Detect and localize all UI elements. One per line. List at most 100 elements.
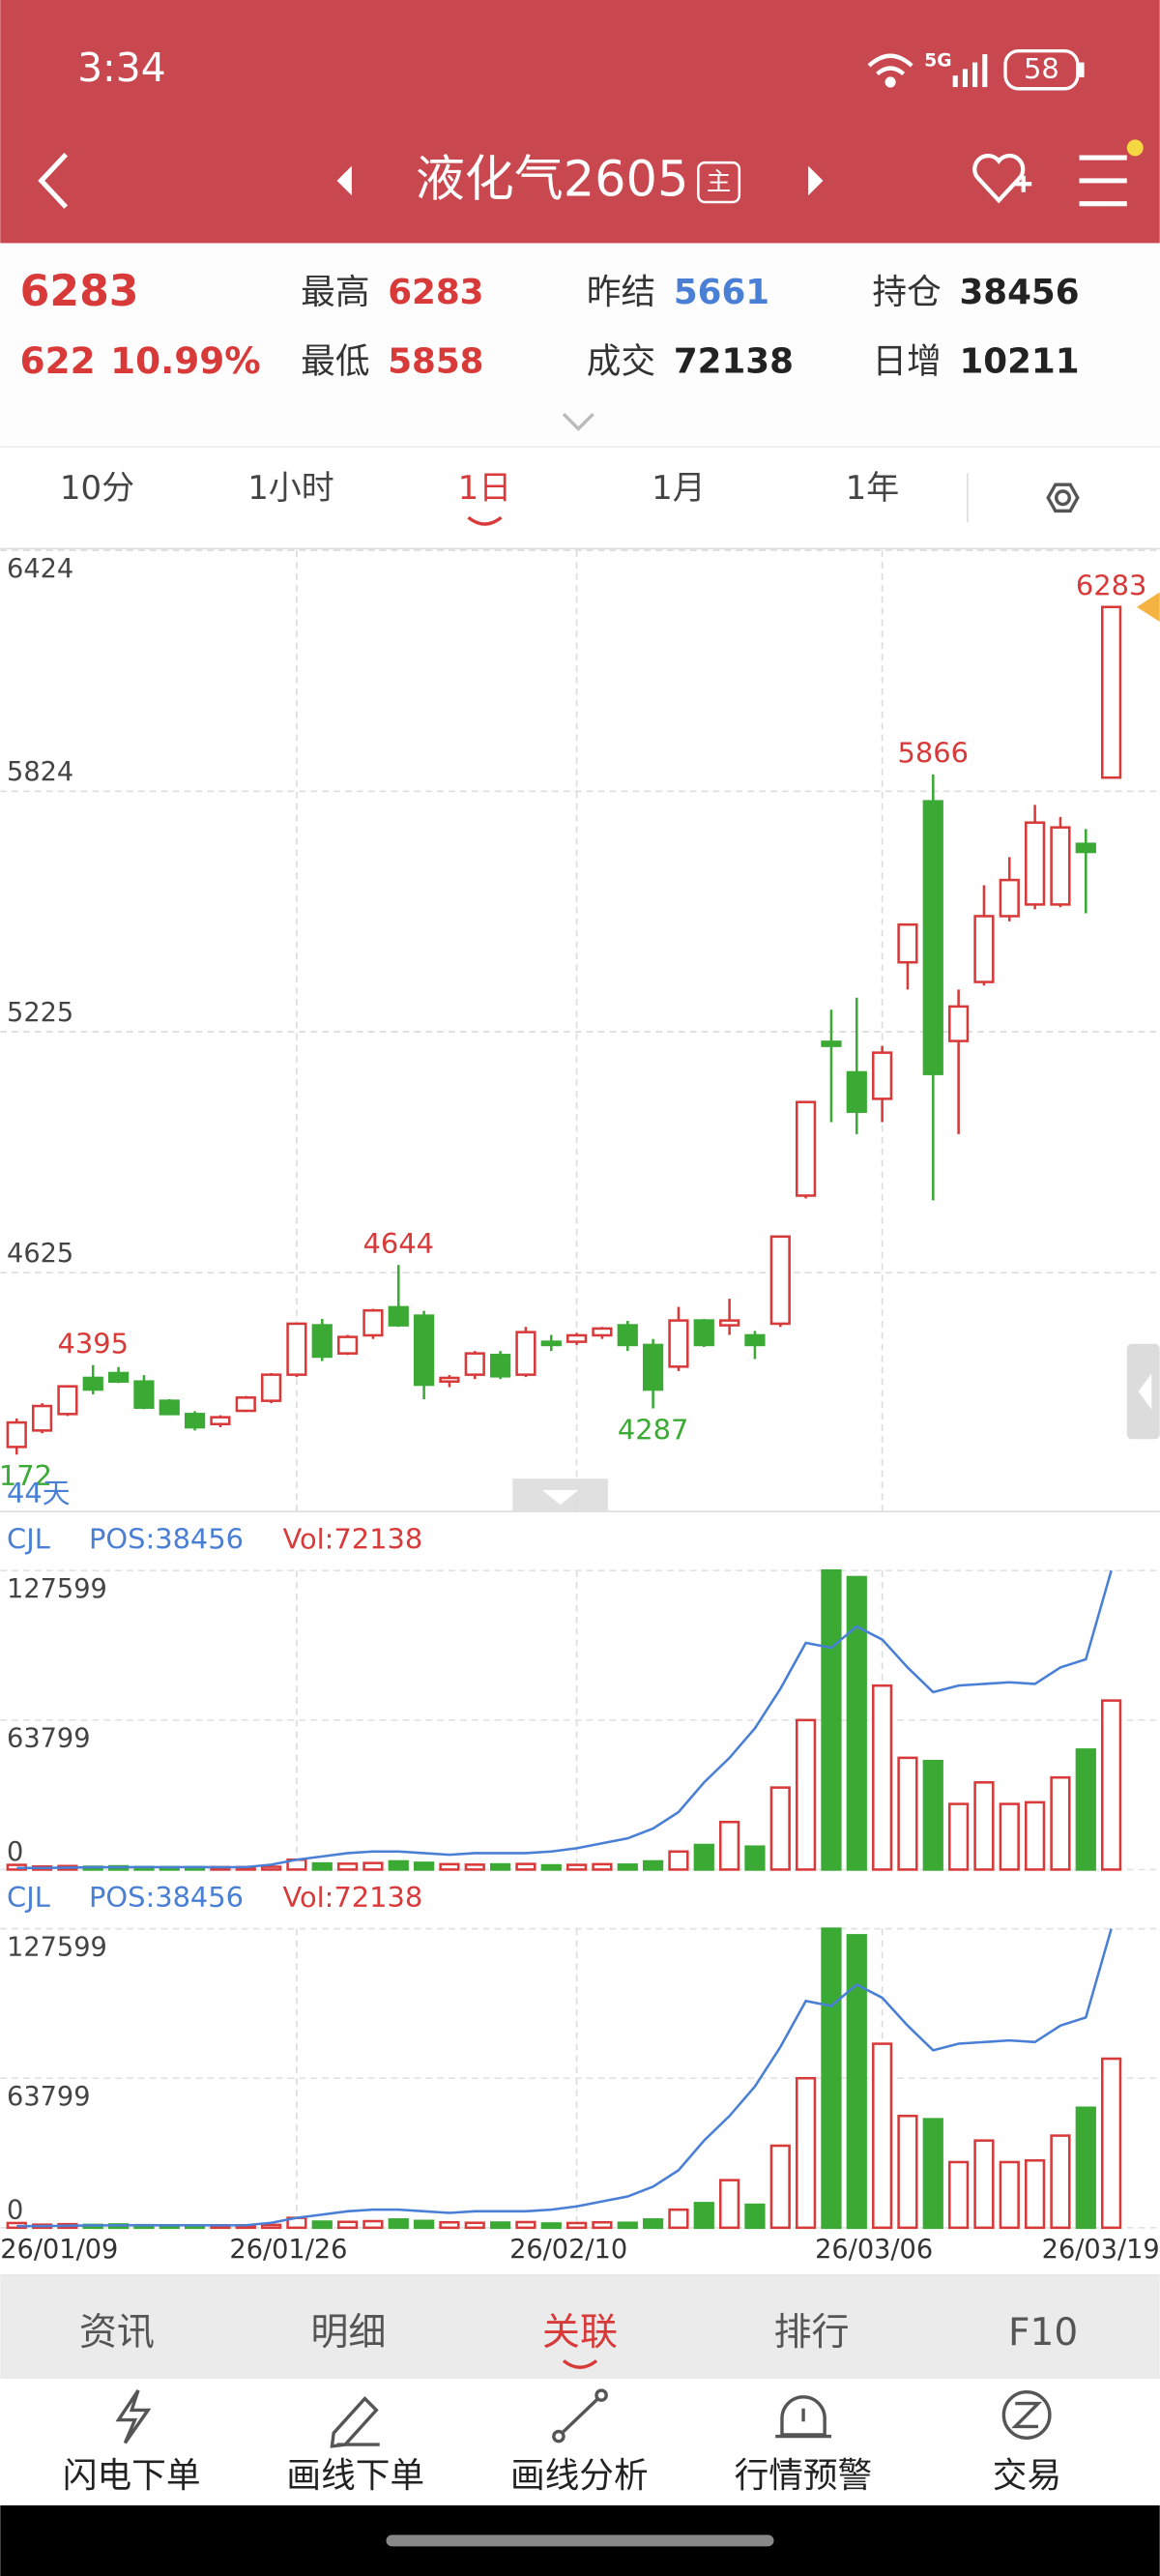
back-button[interactable] [38, 152, 69, 209]
extreme-label: 4644 [363, 1227, 435, 1260]
volume-bar [846, 1934, 867, 2230]
candle-body [871, 1051, 893, 1100]
volume-bar [1050, 1775, 1071, 1871]
extreme-label: 4172 [0, 1459, 52, 1492]
toolbar-label[interactable]: 画线分析 [510, 2456, 649, 2496]
candle-body [846, 1070, 867, 1113]
field-value: 6283 [388, 273, 483, 312]
period-tab[interactable]: 1日 [458, 469, 512, 508]
period-bar [0, 447, 1160, 549]
x-tick-label: 26/03/19 [1042, 2235, 1160, 2265]
volume-bar [388, 1859, 409, 1871]
field-label: 日增 [872, 341, 941, 381]
extreme-label: 4395 [58, 1327, 129, 1360]
bottom-tab[interactable]: 资讯 [79, 2311, 155, 2355]
y-tick-label: 0 [7, 2195, 23, 2225]
candle-body [286, 1322, 307, 1376]
candle-body [31, 1404, 53, 1432]
volume-bar [566, 1863, 588, 1871]
volume-bar [744, 1845, 766, 1871]
volume-bar [871, 1683, 893, 1871]
volume-bar [642, 1859, 664, 1871]
period-tab[interactable]: 1年 [846, 469, 900, 508]
volume-bar [744, 2203, 766, 2230]
y-tick-label: 63799 [7, 1724, 90, 1754]
candle-body [464, 1352, 485, 1376]
field-value: 38456 [959, 273, 1079, 312]
volume-bar [897, 1756, 918, 1871]
header-bg [0, 0, 1160, 244]
toolbar-label[interactable]: 闪电下单 [63, 2456, 201, 2496]
volume-bar [769, 1786, 791, 1871]
volume-bar [540, 1863, 562, 1871]
toolbar-label[interactable]: 画线下单 [286, 2456, 424, 2496]
network-type: 5G [924, 50, 951, 71]
volume-bar [795, 2076, 817, 2230]
candle-body [744, 1333, 766, 1347]
y-tick-label: 63799 [7, 2082, 90, 2112]
next-contract[interactable] [808, 165, 824, 196]
volume-bar [821, 1568, 842, 1871]
y-tick-label: 5824 [7, 757, 73, 787]
bars-count: 44天 [7, 1477, 71, 1509]
candle-body [362, 1308, 384, 1337]
candle-body [260, 1373, 282, 1402]
volume-bar [336, 2220, 359, 2230]
y-tick-label: 4625 [7, 1239, 73, 1269]
volume-bar [439, 1862, 460, 1871]
candle-body [107, 1371, 130, 1383]
candle-body [439, 1376, 460, 1383]
candle-body [489, 1354, 511, 1378]
bottom-tab[interactable]: 排行 [773, 2311, 849, 2355]
menu-button[interactable] [1079, 155, 1127, 207]
field-label: 最高 [301, 273, 369, 312]
period-tab[interactable]: 1月 [652, 469, 706, 508]
volume-bar [1050, 2134, 1071, 2230]
pos-line [16, 1569, 1113, 1870]
vol-label: Vol:72138 [282, 1881, 422, 1914]
candle-body [769, 1235, 791, 1326]
bottom-tab[interactable]: F10 [1008, 2311, 1078, 2355]
vol-label: Vol:72138 [282, 1523, 422, 1556]
favorite-button[interactable] [972, 153, 1032, 204]
volume-bar [871, 2042, 893, 2230]
prev-contract[interactable] [336, 165, 352, 196]
candle-body [897, 922, 918, 964]
candle-body [566, 1333, 588, 1343]
field-label: 成交 [587, 341, 655, 381]
quote-bg [0, 243, 1160, 448]
volume-bar [617, 2221, 638, 2230]
field-label: 持仓 [872, 273, 941, 312]
candle-body [57, 1385, 78, 1416]
toolbar-label[interactable]: 行情预警 [735, 2456, 873, 2496]
home-indicator[interactable] [386, 2534, 774, 2547]
volume-bar [515, 2220, 536, 2230]
indicator-name: CJL [7, 1881, 50, 1914]
volume-bar [311, 2220, 333, 2230]
active-indicator [467, 515, 503, 526]
candle-body [82, 1376, 103, 1391]
expand-arrow[interactable] [562, 412, 594, 431]
volume-bar [1024, 2158, 1046, 2230]
toolbar-label[interactable]: 交易 [993, 2456, 1061, 2496]
settings-button[interactable] [1046, 483, 1080, 513]
bottom-tab[interactable]: 明细 [310, 2311, 386, 2355]
indicator-name: CJL [7, 1523, 50, 1556]
candle-body [1024, 821, 1046, 906]
volume-bar [362, 2219, 384, 2230]
bottom-tab[interactable]: 关联 [542, 2311, 618, 2355]
volume-bar [947, 1802, 970, 1871]
volume-bar [1075, 2106, 1096, 2230]
period-tab[interactable]: 1小时 [247, 469, 334, 508]
battery-level: 58 [1024, 52, 1059, 85]
last-price: 6283 [20, 267, 139, 316]
volume-bar [592, 2220, 613, 2230]
period-tab[interactable]: 10分 [60, 469, 134, 508]
y-tick-label: 0 [7, 1837, 23, 1867]
volume-bar [668, 1850, 689, 1871]
volume-bar [260, 2223, 282, 2230]
wifi-icon [867, 53, 914, 88]
volume-bar [617, 1863, 638, 1871]
x-tick-label: 26/01/26 [229, 2235, 347, 2265]
